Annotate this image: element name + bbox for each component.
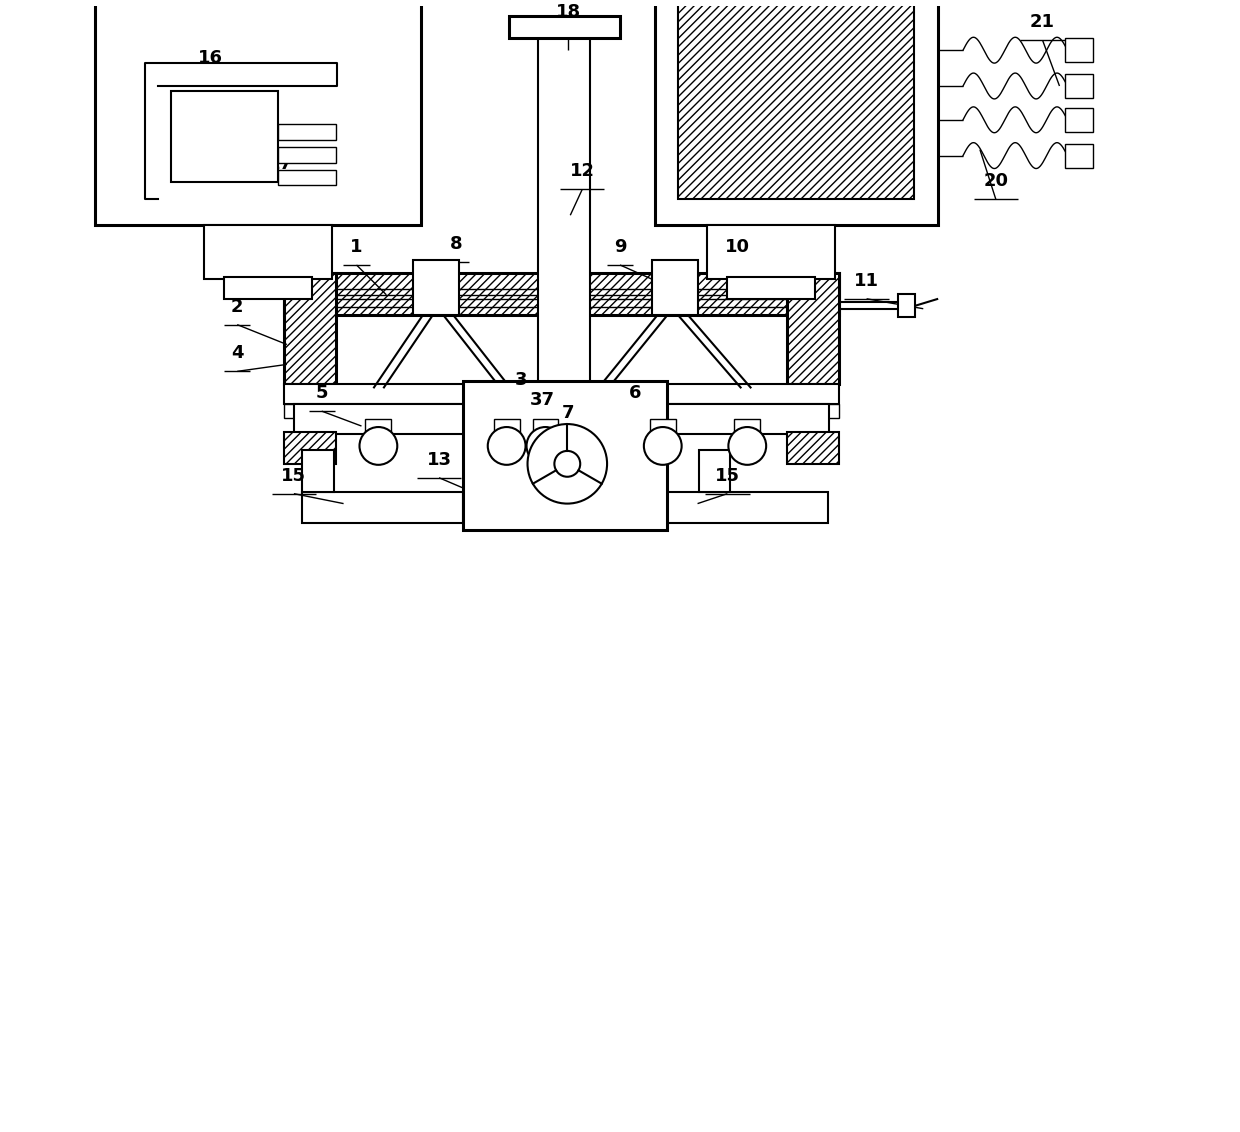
Text: 15: 15 [715, 466, 740, 484]
Bar [652, 260, 698, 315]
Circle shape [487, 427, 526, 465]
Text: 15: 15 [281, 466, 306, 484]
Bar [1065, 108, 1094, 131]
Text: 16: 16 [198, 49, 223, 67]
Bar [538, 18, 590, 504]
Text: 19: 19 [742, 29, 766, 48]
Bar [284, 432, 336, 464]
Bar [413, 260, 459, 315]
Text: 5: 5 [315, 384, 327, 402]
Bar [366, 419, 392, 436]
Bar [667, 491, 828, 523]
Circle shape [360, 427, 397, 465]
Bar [734, 419, 760, 436]
Circle shape [527, 427, 564, 465]
Bar [463, 381, 667, 531]
Circle shape [728, 427, 766, 465]
Bar [1065, 144, 1094, 168]
Bar [899, 294, 915, 317]
Bar [1065, 38, 1094, 62]
Text: 17: 17 [268, 155, 293, 173]
Text: 21: 21 [1030, 14, 1055, 32]
Bar [224, 277, 311, 299]
Text: 6: 6 [629, 384, 641, 402]
Bar [278, 170, 336, 186]
Bar [728, 277, 815, 299]
Bar [494, 419, 520, 436]
Text: 18: 18 [556, 3, 580, 22]
Bar [95, 0, 422, 225]
Circle shape [554, 451, 580, 477]
Text: 10: 10 [725, 238, 750, 256]
Bar [698, 449, 730, 491]
Bar [284, 384, 838, 404]
Text: 8: 8 [450, 235, 463, 254]
Bar [301, 449, 334, 491]
Bar [678, 0, 914, 199]
Bar [650, 419, 676, 436]
Bar [278, 147, 336, 163]
Text: 3: 3 [515, 371, 527, 389]
Text: 37: 37 [529, 392, 556, 409]
Bar [205, 225, 331, 278]
Circle shape [527, 424, 608, 504]
Text: 12: 12 [569, 163, 595, 180]
Bar [294, 404, 828, 434]
Bar [284, 273, 336, 384]
Text: 7: 7 [562, 404, 574, 422]
Bar [301, 491, 463, 523]
Text: 2: 2 [231, 298, 243, 316]
Bar [278, 123, 336, 139]
Bar [655, 0, 939, 225]
Bar [171, 91, 278, 182]
Bar [1065, 74, 1094, 98]
Text: 11: 11 [854, 272, 879, 290]
Bar [508, 16, 620, 38]
Bar [532, 419, 558, 436]
Circle shape [644, 427, 682, 465]
Bar [284, 273, 838, 315]
Bar [787, 273, 838, 384]
Text: 13: 13 [427, 451, 451, 469]
Text: 4: 4 [231, 344, 243, 362]
Text: 14: 14 [549, 481, 575, 498]
Bar [787, 432, 838, 464]
Text: 1: 1 [350, 238, 363, 256]
Bar [284, 404, 838, 418]
Bar [708, 225, 835, 278]
Text: 9: 9 [614, 238, 626, 256]
Text: 20: 20 [983, 172, 1008, 190]
